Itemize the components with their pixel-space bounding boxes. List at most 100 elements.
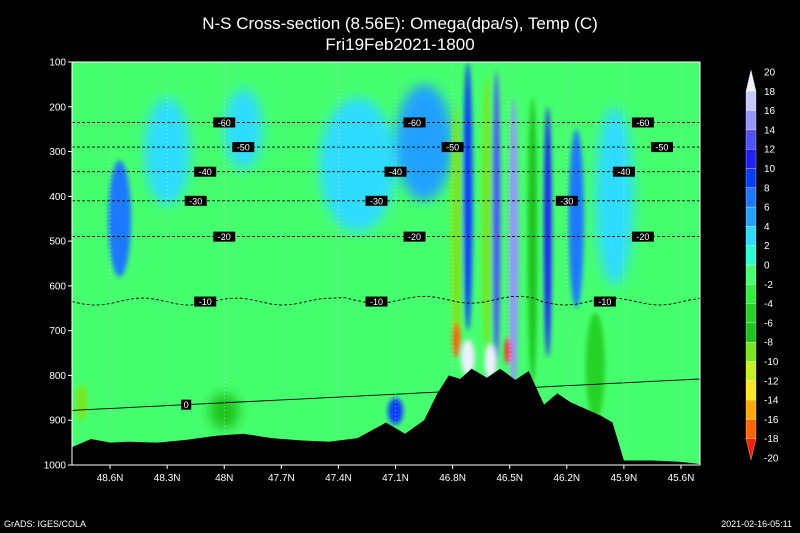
contour-label: -30	[370, 196, 383, 206]
temperature-contours: -60 -60 -60-50 -50 -50-40 -40 -40-30 -30 -30-20-…	[72, 117, 700, 411]
contour-label-bg	[403, 117, 426, 128]
colorbar-swatch	[745, 206, 757, 227]
contour-label: -50	[446, 143, 459, 153]
contour-label: -60	[408, 118, 421, 128]
x-tick-label: 48.3N	[154, 473, 181, 484]
omega-blob-17	[484, 344, 497, 380]
x-tick-label: 46.8N	[439, 473, 466, 484]
contour-label-bg	[365, 296, 388, 307]
contour-label-bg	[384, 166, 407, 177]
colorbar: 20181614121086420-2-4-6-8-10-12-14-16-18…	[745, 68, 779, 465]
contour-label-bg	[213, 231, 236, 242]
omega-blob-15	[504, 337, 511, 365]
colorbar-label: -4	[764, 299, 773, 310]
colorbar-swatch	[745, 149, 757, 169]
colorbar-swatch	[745, 419, 757, 439]
omega-blob-16	[461, 339, 475, 376]
colorbar-label: -6	[764, 318, 773, 329]
colorbar-label: -8	[764, 338, 773, 349]
x-tick-label: 48.6N	[97, 473, 124, 484]
colorbar-label: -18	[764, 434, 779, 445]
colorbar-label: 18	[764, 87, 776, 98]
omega-blob-6	[463, 62, 473, 331]
colorbar-swatch	[745, 342, 757, 362]
contour-label: -40	[617, 167, 630, 177]
colorbar-swatch	[745, 226, 757, 246]
omega-blob-1	[144, 97, 190, 206]
colorbar-swatch	[745, 361, 757, 381]
omega-blob-13	[595, 106, 634, 286]
contour-label: -20	[636, 232, 649, 242]
chart-title: N-S Cross-section (8.56E): Omega(dpa/s),…	[202, 14, 598, 33]
x-tick-label: 46.2N	[553, 473, 580, 484]
omega-blob-14	[452, 321, 461, 358]
colorbar-label: -14	[764, 396, 779, 407]
omega-blob-11	[543, 106, 552, 358]
omega-blob-0	[108, 160, 131, 277]
contour-label-bg	[194, 166, 217, 177]
colorbar-label: -12	[764, 376, 779, 387]
contour-label: -50	[655, 143, 668, 153]
contour-label-bg	[403, 231, 426, 242]
y-tick-label: 400	[49, 192, 66, 203]
omega-blob-8	[492, 70, 501, 367]
colorbar-swatch	[745, 438, 757, 461]
colorbar-swatch	[745, 69, 757, 92]
y-tick-label: 800	[49, 371, 66, 382]
x-tick-label: 47.7N	[268, 473, 295, 484]
contour-label-bg	[365, 195, 388, 206]
contour-label: -40	[199, 167, 212, 177]
contour-label: -50	[237, 143, 250, 153]
contour-label: -40	[389, 167, 402, 177]
x-tick-label: 45.6N	[668, 473, 695, 484]
colorbar-label: -16	[764, 415, 779, 426]
contour-label: -30	[560, 196, 573, 206]
timestamp-text: 2021-02-16-05:11	[721, 519, 792, 529]
omega-blob-20	[387, 397, 404, 425]
colorbar-swatch	[745, 110, 757, 131]
x-tick-label: 46.5N	[496, 473, 523, 484]
colorbar-label: -10	[764, 357, 779, 368]
colorbar-label: 12	[764, 145, 776, 156]
colorbar-label: -20	[764, 454, 779, 465]
contour-label: -10	[598, 297, 611, 307]
omega-blob-2	[224, 88, 263, 170]
contour-label-bg	[612, 166, 635, 177]
y-tick-label: 1000	[44, 461, 67, 472]
contour-label: 0	[184, 400, 189, 410]
colorbar-swatch	[745, 284, 757, 304]
colorbar-swatch	[745, 129, 757, 150]
colorbar-swatch	[745, 91, 757, 111]
contour-label-bg	[184, 195, 207, 206]
colorbar-swatch	[745, 264, 757, 285]
y-tick-label: 100	[49, 58, 66, 69]
contour-label: -10	[370, 297, 383, 307]
contour-label-bg	[555, 195, 578, 206]
credit-text: GrADS: IGES/COLA	[4, 519, 87, 529]
contour-label-bg	[441, 142, 464, 153]
omega-blob-7	[482, 75, 492, 363]
omega-blob-5	[450, 106, 463, 358]
colorbar-swatch	[745, 399, 757, 420]
contour-label: -30	[189, 196, 202, 206]
y-tick-label: 300	[49, 147, 66, 158]
y-tick-label: 200	[49, 102, 66, 113]
omega-blob-9	[508, 97, 519, 403]
omega-blob-18	[75, 384, 88, 421]
omega-blob-3	[319, 97, 396, 233]
chart-subtitle: Fri19Feb2021-1800	[325, 35, 475, 54]
colorbar-label: 14	[764, 125, 776, 136]
colorbar-swatch	[745, 187, 757, 208]
omega-blob-21	[585, 312, 605, 421]
x-axis: 48.6N 48.3N 48N 47.7N 47.4N 47.1N 46.8N 46.5N 46…	[97, 465, 695, 484]
contour-label-bg	[181, 399, 192, 410]
colorbar-label: 8	[764, 183, 770, 194]
colorbar-label: 2	[764, 241, 770, 252]
omega-blob-12	[568, 129, 584, 309]
contour-label: -20	[218, 232, 231, 242]
colorbar-label: -2	[764, 280, 773, 291]
colorbar-swatch	[745, 380, 757, 401]
colorbar-swatch	[745, 322, 757, 343]
colorbar-label: 16	[764, 106, 776, 117]
